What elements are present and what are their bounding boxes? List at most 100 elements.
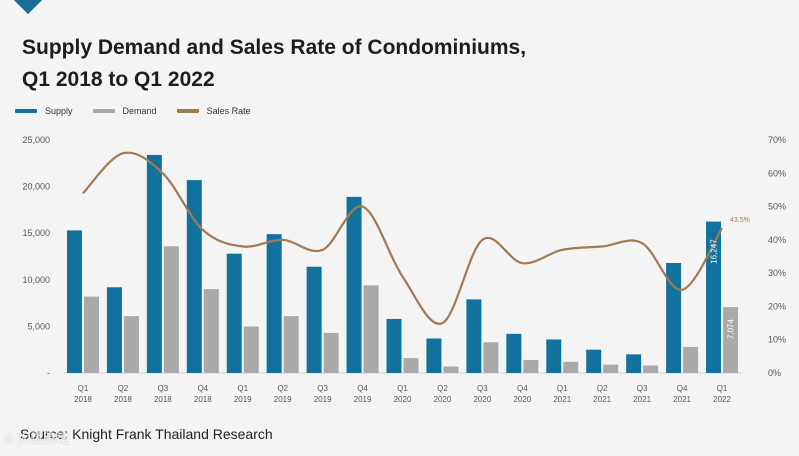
x-tick-label-quarter: Q1 bbox=[717, 384, 728, 393]
x-tick-label-quarter: Q3 bbox=[637, 384, 648, 393]
supply-bar bbox=[586, 349, 602, 373]
x-tick-label-year: 2018 bbox=[114, 395, 132, 404]
legend-swatch-supply bbox=[15, 109, 37, 113]
demand-bar bbox=[723, 307, 739, 373]
chart-legend: Supply Demand Sales Rate bbox=[15, 106, 251, 116]
x-tick-label-year: 2021 bbox=[593, 395, 611, 404]
x-tick-label-year: 2019 bbox=[314, 395, 332, 404]
x-tick-label-quarter: Q2 bbox=[277, 384, 288, 393]
x-tick-label-quarter: Q1 bbox=[557, 384, 568, 393]
supply-bar bbox=[666, 263, 682, 373]
demand-bar bbox=[443, 366, 459, 373]
sales-rate-data-label: 43.5% bbox=[730, 217, 750, 224]
x-tick-label-year: 2018 bbox=[154, 395, 172, 404]
demand-bar bbox=[603, 364, 619, 373]
demand-bar bbox=[323, 332, 339, 373]
x-tick-label-quarter: Q4 bbox=[197, 384, 208, 393]
x-tick-label-quarter: Q2 bbox=[437, 384, 448, 393]
x-tick-label-quarter: Q1 bbox=[237, 384, 248, 393]
left-axis-tick-label: 15,000 bbox=[22, 228, 50, 238]
x-tick-label-year: 2020 bbox=[434, 395, 452, 404]
x-tick-label-year: 2019 bbox=[274, 395, 292, 404]
left-axis-tick-label: - bbox=[47, 368, 50, 378]
legend-item-supply: Supply bbox=[15, 106, 73, 116]
supply-bar bbox=[706, 221, 722, 373]
sales-rate-line bbox=[82, 151, 723, 325]
source-note: Source: Knight Frank Thailand Research bbox=[20, 426, 273, 442]
demand-bar bbox=[203, 289, 219, 373]
supply-data-label: 16,247 bbox=[710, 239, 719, 264]
x-tick-label-quarter: Q3 bbox=[158, 384, 169, 393]
x-tick-label-year: 2021 bbox=[553, 395, 571, 404]
supply-bar bbox=[626, 354, 642, 373]
supply-bar bbox=[266, 234, 282, 373]
right-axis-tick-label: 40% bbox=[768, 235, 786, 245]
supply-bar bbox=[146, 154, 162, 373]
left-axis-tick-label: 10,000 bbox=[22, 275, 50, 285]
demand-bar bbox=[403, 358, 419, 373]
x-tick-label-year: 2020 bbox=[394, 395, 412, 404]
left-axis-tick-label: 5,000 bbox=[27, 321, 50, 331]
right-axis-tick-label: 10% bbox=[768, 335, 786, 345]
x-tick-label-year: 2020 bbox=[473, 395, 491, 404]
supply-bar bbox=[506, 333, 522, 373]
supply-bar bbox=[226, 253, 242, 373]
demand-bar bbox=[563, 361, 579, 373]
x-tick-label-year: 2019 bbox=[354, 395, 372, 404]
demand-bar bbox=[363, 285, 379, 373]
demand-bar bbox=[123, 316, 139, 373]
legend-label-supply: Supply bbox=[45, 106, 73, 116]
title-line-1: Supply Demand and Sales Rate of Condomin… bbox=[22, 36, 527, 59]
supply-bar bbox=[466, 299, 482, 373]
x-tick-label-year: 2021 bbox=[633, 395, 651, 404]
legend-label-sales-rate: Sales Rate bbox=[206, 106, 251, 116]
supply-bar bbox=[346, 196, 362, 373]
demand-bar bbox=[643, 365, 659, 373]
demand-bar bbox=[83, 296, 99, 373]
legend-label-demand: Demand bbox=[122, 106, 157, 116]
demand-bar bbox=[283, 316, 299, 373]
title-line-2: Q1 2018 to Q1 2022 bbox=[22, 68, 215, 91]
demand-bar bbox=[683, 346, 699, 373]
legend-item-demand: Demand bbox=[92, 106, 157, 116]
x-tick-label-quarter: Q4 bbox=[677, 384, 688, 393]
x-tick-label-quarter: Q1 bbox=[78, 384, 89, 393]
x-tick-label-year: 2021 bbox=[673, 395, 691, 404]
supply-bar bbox=[546, 339, 562, 373]
x-tick-label-year: 2018 bbox=[74, 395, 92, 404]
right-axis-tick-label: 50% bbox=[768, 202, 786, 212]
x-tick-label-quarter: Q3 bbox=[317, 384, 328, 393]
supply-bar bbox=[386, 318, 402, 373]
demand-bar bbox=[483, 342, 499, 373]
x-tick-label-year: 2019 bbox=[234, 395, 252, 404]
right-axis-tick-label: 0% bbox=[768, 368, 781, 378]
supply-bar bbox=[66, 230, 82, 373]
x-tick-label-year: 2020 bbox=[513, 395, 531, 404]
legend-swatch-sales-rate bbox=[176, 109, 199, 113]
x-tick-label-quarter: Q2 bbox=[597, 384, 608, 393]
supply-bar bbox=[106, 287, 122, 373]
supply-bar bbox=[306, 266, 322, 373]
left-axis-tick-label: 25,000 bbox=[22, 135, 50, 145]
x-tick-label-quarter: Q2 bbox=[118, 384, 129, 393]
x-tick-label-year: 2022 bbox=[713, 395, 731, 404]
demand-bar bbox=[243, 326, 259, 373]
demand-data-label: 7,074 bbox=[727, 319, 736, 340]
x-tick-label-quarter: Q1 bbox=[397, 384, 408, 393]
chart-title: Supply Demand and Sales Rate of Condomin… bbox=[22, 32, 526, 96]
demand-bar bbox=[163, 246, 179, 373]
legend-swatch-demand bbox=[92, 109, 115, 113]
right-axis-tick-label: 60% bbox=[768, 168, 786, 178]
right-axis-tick-label: 30% bbox=[768, 268, 786, 278]
supply-bar bbox=[426, 338, 442, 373]
x-tick-label-quarter: Q4 bbox=[357, 384, 368, 393]
left-axis-tick-label: 20,000 bbox=[22, 182, 50, 192]
x-tick-label-quarter: Q3 bbox=[477, 384, 488, 393]
x-tick-label-quarter: Q4 bbox=[517, 384, 528, 393]
watermark: © 大数跨境 bbox=[4, 431, 70, 446]
legend-item-sales-rate: Sales Rate bbox=[176, 106, 251, 116]
right-axis-tick-label: 20% bbox=[768, 301, 786, 311]
supply-bar bbox=[186, 180, 202, 373]
x-tick-label-year: 2018 bbox=[194, 395, 212, 404]
